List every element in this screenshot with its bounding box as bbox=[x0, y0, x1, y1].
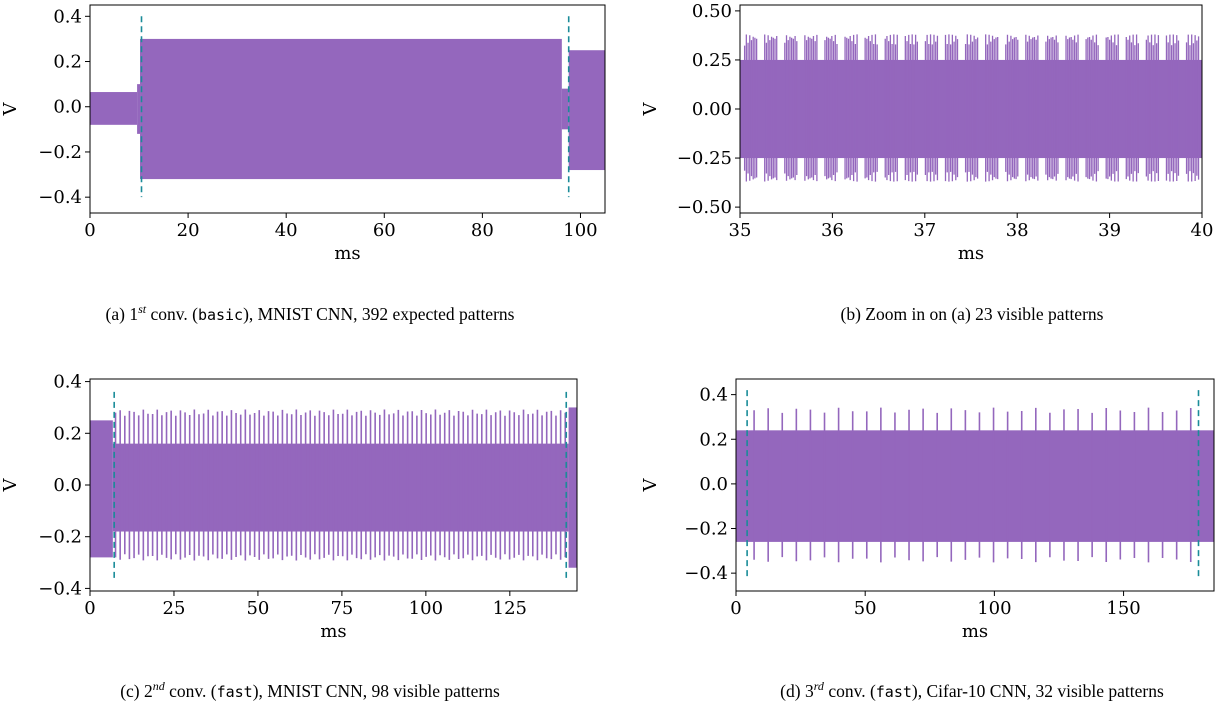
signal-segment bbox=[137, 84, 141, 134]
y-tick-label: −0.4 bbox=[684, 563, 728, 584]
caption-prefix: (d) 3 bbox=[780, 681, 814, 701]
x-tick-label: 75 bbox=[330, 598, 353, 619]
signal-segment bbox=[140, 38, 562, 180]
y-tick-label: 0.2 bbox=[53, 52, 82, 73]
caption-superscript: nd bbox=[153, 679, 166, 693]
x-tick-label: 150 bbox=[1106, 598, 1140, 619]
y-tick-label: 0.4 bbox=[699, 385, 728, 406]
y-axis-label: V bbox=[0, 478, 21, 493]
x-tick-label: 125 bbox=[493, 598, 527, 619]
signal-segment bbox=[561, 88, 569, 130]
x-tick-label: 40 bbox=[1191, 220, 1214, 241]
signal-segment bbox=[90, 92, 138, 125]
signal-segment bbox=[568, 407, 577, 568]
x-tick-label: 100 bbox=[977, 598, 1011, 619]
x-tick-label: 50 bbox=[854, 598, 877, 619]
x-tick-label: 39 bbox=[1098, 220, 1121, 241]
x-axis-label: ms bbox=[962, 621, 988, 642]
caption-code: fast bbox=[876, 683, 912, 701]
plot-area bbox=[90, 407, 577, 568]
x-tick-label: 40 bbox=[275, 220, 298, 241]
y-tick-label: −0.2 bbox=[684, 519, 728, 540]
x-axis-label: ms bbox=[320, 621, 346, 642]
y-axis-label: V bbox=[640, 478, 661, 493]
x-axis-label: ms bbox=[958, 243, 984, 264]
caption-superscript: rd bbox=[814, 679, 825, 693]
signal-segment bbox=[568, 50, 605, 171]
caption-suffix: ), MNIST CNN, 98 visible patterns bbox=[253, 681, 500, 701]
x-tick-label: 100 bbox=[563, 220, 597, 241]
y-tick-label: −0.50 bbox=[677, 197, 732, 218]
subplot-d: 0 50 100 150 −0.4 −0.2 0.0 0.2 0.4 ms V (d) 3rd con… bbox=[640, 378, 1215, 701]
y-tick-label: 0.0 bbox=[53, 97, 82, 118]
caption-prefix: (c) 2 bbox=[120, 681, 153, 701]
y-tick-label: 0.4 bbox=[53, 6, 82, 27]
x-tick-label: 80 bbox=[471, 220, 494, 241]
x-tick-label: 60 bbox=[373, 220, 396, 241]
axes-frame bbox=[89, 4, 606, 214]
x-tick-label: 20 bbox=[177, 220, 200, 241]
axes-frame bbox=[735, 378, 1215, 592]
x-tick-label: 36 bbox=[821, 220, 844, 241]
caption-mid: conv. ( bbox=[165, 681, 217, 701]
signal-segment bbox=[112, 443, 569, 532]
y-tick-label: 0.2 bbox=[53, 423, 82, 444]
caption-code: basic bbox=[198, 306, 243, 324]
caption-mid: conv. ( bbox=[824, 681, 876, 701]
caption-suffix: ), Cifar-10 CNN, 32 visible patterns bbox=[912, 681, 1164, 701]
caption-prefix: (a) 1 bbox=[106, 304, 139, 324]
x-tick-label: 0 bbox=[84, 220, 95, 241]
subplot-caption: (a) 1st conv. (basic), MNIST CNN, 392 ex… bbox=[106, 302, 515, 324]
subplot-caption: (c) 2nd conv. (fast), MNIST CNN, 98 visi… bbox=[120, 679, 500, 701]
y-tick-label: −0.4 bbox=[38, 187, 82, 208]
x-axis-label: ms bbox=[334, 243, 360, 264]
y-tick-label: 0.50 bbox=[692, 1, 732, 22]
caption-code: fast bbox=[217, 683, 253, 701]
y-tick-label: −0.25 bbox=[677, 148, 732, 169]
x-tick-label: 35 bbox=[729, 220, 752, 241]
caption-mid: conv. ( bbox=[146, 304, 198, 324]
subplot-b: 35 36 37 38 39 40 −0.50 −0.25 0.00 0.25 0.50 ms V (b)… bbox=[640, 1, 1213, 324]
signal-segment bbox=[736, 430, 1214, 542]
y-tick-label: 0.00 bbox=[692, 99, 732, 120]
signal-segment bbox=[90, 420, 113, 558]
y-tick-label: 0.0 bbox=[53, 475, 82, 496]
x-tick-label: 100 bbox=[409, 598, 443, 619]
caption-suffix: ), MNIST CNN, 392 expected patterns bbox=[243, 304, 515, 324]
y-tick-label: −0.4 bbox=[38, 578, 82, 599]
caption-prefix: (b) Zoom in on (a) 23 visible patterns bbox=[841, 304, 1104, 324]
y-axis-label: V bbox=[640, 102, 661, 117]
y-tick-label: 0.2 bbox=[699, 429, 728, 450]
x-tick-label: 25 bbox=[163, 598, 186, 619]
subplot-a: 0 20 40 60 80 100 −0.4 −0.2 0.0 0.2 0.4 ms V (a) 1st … bbox=[0, 4, 606, 324]
y-axis-label: V bbox=[0, 102, 21, 117]
y-tick-label: 0.0 bbox=[699, 474, 728, 495]
x-tick-label: 0 bbox=[84, 598, 95, 619]
y-tick-label: 0.25 bbox=[692, 50, 732, 71]
subplot-c: 0 25 50 75 100 125 −0.4 −0.2 0.0 0.2 0.4 ms V (c) 2nd… bbox=[0, 372, 578, 701]
subplot-caption: (d) 3rd conv. (fast), Cifar-10 CNN, 32 v… bbox=[780, 679, 1164, 701]
x-tick-label: 38 bbox=[1006, 220, 1029, 241]
plot-area bbox=[736, 407, 1214, 563]
x-tick-label: 50 bbox=[246, 598, 269, 619]
caption-superscript: st bbox=[138, 302, 147, 316]
plot-area bbox=[740, 34, 1202, 182]
y-tick-label: 0.4 bbox=[53, 372, 82, 393]
x-tick-label: 37 bbox=[913, 220, 936, 241]
subplot-caption: (b) Zoom in on (a) 23 visible patterns bbox=[841, 304, 1104, 324]
x-tick-label: 0 bbox=[730, 598, 741, 619]
plot-area bbox=[90, 38, 605, 180]
y-tick-label: −0.2 bbox=[38, 142, 82, 163]
y-tick-label: −0.2 bbox=[38, 527, 82, 548]
